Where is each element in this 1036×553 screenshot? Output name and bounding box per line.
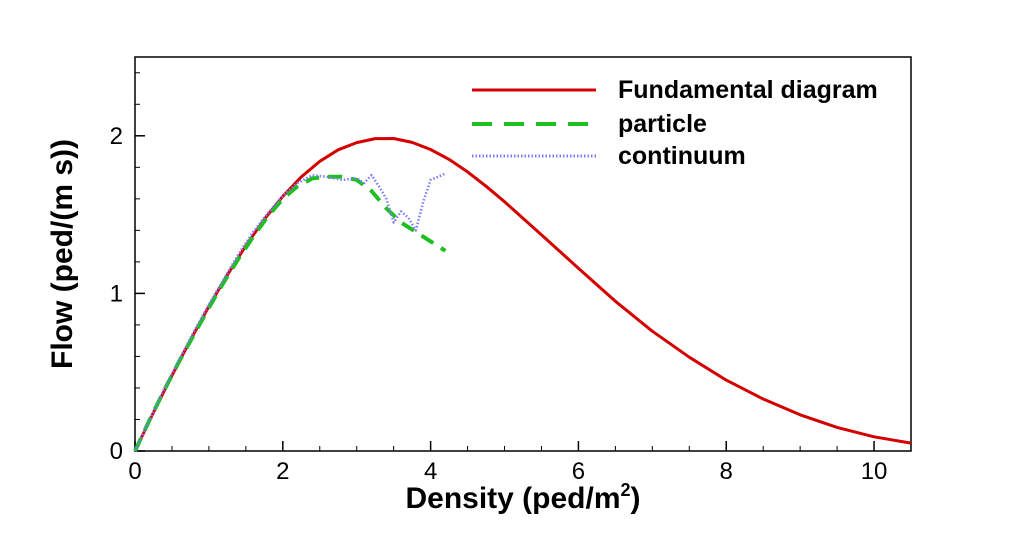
x-tick-label: 6 [572,458,585,485]
legend-label-fundamental: Fundamental diagram [618,76,878,104]
x-tick-label: 0 [128,458,141,485]
y-tick-label: 1 [110,280,123,307]
x-tick-label: 2 [276,458,289,485]
series-line-fundamental-diagram [133,137,912,452]
series-line-continuum [133,172,446,452]
x-tick-label: 8 [720,458,733,485]
plot-frame [134,56,912,452]
x-tick-label: 4 [424,458,437,485]
x-axis-title-superscript: 2 [621,480,631,500]
x-axis-title-text: Density (ped/m [405,482,620,515]
legend-label-continuum: continuum [618,142,746,170]
x-axis-ticks: 0 2 4 6 8 10 [128,441,887,485]
y-tick-label: 0 [110,438,123,465]
series-layer [133,137,912,452]
x-tick-label: 10 [861,458,888,485]
y-tick-label: 2 [110,123,123,150]
x-axis-title-suffix: ) [631,482,641,515]
series-line-particle [133,174,447,452]
legend: Fundamental diagram particle continuum [472,76,878,170]
y-axis-title: Flow (ped/(m s)) [46,139,79,369]
legend-label-particle: particle [618,110,707,138]
x-axis-title: Density (ped/m2) [405,480,640,515]
y-axis-ticks: 0 1 2 [110,72,145,465]
